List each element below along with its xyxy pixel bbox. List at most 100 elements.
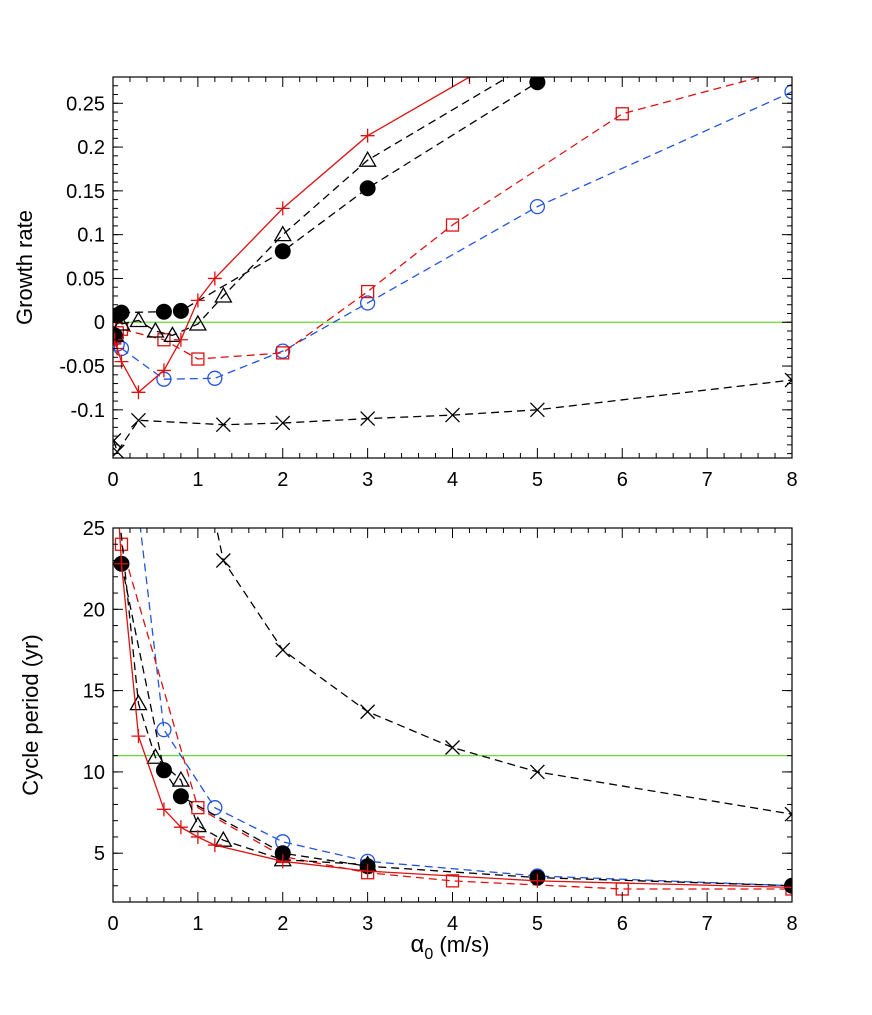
data-point-plus [156,802,171,817]
data-point-triangle [188,314,207,331]
data-point-cross [215,553,231,568]
x-tick-label: 5 [532,913,543,935]
y-tick-label: 0.05 [66,268,105,290]
data-point-circle [275,343,291,359]
series-line-plus [118,528,792,889]
data-point-triangle [214,830,233,847]
data-point-plus [131,385,146,400]
x-tick-label: 0 [107,469,118,491]
x-tick-label: 3 [362,469,373,491]
data-point-triangle [171,770,191,787]
data-point-triangle [214,286,233,303]
data-point-cross [529,402,545,418]
data-point-filled-circle [172,302,189,319]
y-tick-label: 0.1 [77,225,105,247]
data-point-triangle [129,311,148,328]
data-point-filled-circle [359,180,376,197]
data-point-plus [114,354,129,369]
y-tick-label: 20 [83,599,105,621]
x-tick-label: 2 [277,913,288,935]
data-point-plus [173,332,188,347]
x-tick-label: 1 [192,913,203,935]
x-tick-label: 8 [786,469,797,491]
data-point-plus [156,363,171,378]
series-line-filled-circle [120,563,792,887]
series-line-filled-circle [114,81,538,336]
data-point-plus [114,556,129,571]
series-line-cross [215,528,792,815]
data-point-plus [530,873,545,888]
x-axis-label-units: (m/s) [433,932,489,957]
y-tick-label: -0.05 [59,356,105,378]
data-point-square [360,284,375,299]
data-point-circle [529,198,546,215]
plot-area [112,505,792,896]
data-point-square [191,352,205,366]
plot-area [113,51,832,458]
series-line-square [120,544,792,890]
data-point-square [615,107,629,121]
data-point-circle [131,505,145,519]
data-point-filled-circle [155,762,172,779]
data-point-plus [275,854,290,869]
data-point-cross [215,417,231,433]
y-tick-label: -0.1 [71,400,105,422]
data-point-triangle [129,694,148,711]
y-axis-label: Cycle period (yr) [18,634,43,795]
data-point-cross [275,415,291,431]
y-tick-label: 0.25 [66,93,105,115]
y-tick-label: 10 [83,762,105,784]
data-point-cross [529,764,545,780]
data-point-cross [275,642,291,658]
data-point-square [276,346,290,360]
data-point-cross [208,513,222,527]
x-axis-label-symbol: α [411,931,425,958]
x-tick-label: 2 [277,469,288,491]
data-point-cross [445,740,460,755]
data-point-cross [131,412,146,428]
data-point-plus [112,513,126,527]
data-point-square [820,53,832,65]
x-tick-label: 0 [107,913,118,935]
growth-rate-panel: 0 1 2 3 4 5 6 7 8 0.25 0.2 0.15 0.1 0.05 0 -0.05 -0.1 Gro… [12,51,832,491]
data-point-cross [360,704,376,720]
x-tick-label: 5 [532,469,543,491]
y-tick-label: 15 [83,681,105,703]
y-axis-label: Growth rate [12,210,37,325]
x-tick-label: 7 [702,469,713,491]
series-line-circle [114,91,792,380]
data-point-square [445,874,460,888]
data-point-circle [784,84,792,100]
x-tick-label: 3 [362,913,373,935]
series-line-square [114,77,763,360]
data-point-triangle [273,225,292,242]
data-point-cross [784,806,792,822]
series-line-triangle [119,528,368,866]
data-point-plus [173,820,188,835]
data-point-filled-circle [113,304,130,321]
y-tick-label: 0.2 [77,137,105,159]
x-tick-label: 1 [192,469,203,491]
x-axis-label: α0 (m/s) [411,931,490,963]
data-point-filled-circle [172,788,189,805]
y-tick-label: 5 [94,843,105,865]
data-point-circle [207,370,223,386]
x-tick-label: 6 [617,913,628,935]
y-tick-label: 0 [94,312,105,334]
data-point-plus [190,829,205,844]
data-point-triangle [112,512,128,526]
data-point-plus [785,880,792,895]
data-point-triangle [146,747,165,764]
data-point-plus [275,201,290,216]
series-line-triangle [114,77,510,337]
data-point-circle [359,295,376,311]
x-tick-label: 7 [702,913,713,935]
y-tick-label: 25 [83,518,105,540]
cycle-period-panel: 0 1 2 3 4 5 6 7 8 25 20 15 10 5 Cycle period (yr) [18,505,798,935]
data-point-filled-circle [274,845,291,862]
data-point-plus [207,838,222,853]
x-tick-label: 4 [447,913,458,935]
data-point-plus [360,864,375,879]
data-point-triangle [529,51,545,65]
